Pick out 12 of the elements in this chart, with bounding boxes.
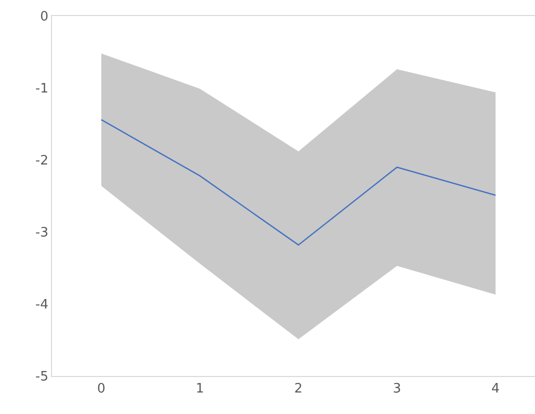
x-tick-label: 1 — [196, 382, 204, 397]
x-tick-label: 3 — [392, 382, 402, 397]
y-tick-label: -2 — [35, 154, 48, 169]
y-tick-label: -5 — [35, 370, 48, 385]
y-tick-label: -3 — [35, 226, 48, 241]
line-series — [100, 119, 496, 246]
y-tick-label: -1 — [35, 82, 48, 97]
y-tick-label: -4 — [35, 298, 48, 313]
x-tick-label: 0 — [97, 382, 106, 397]
x-tick-label: 2 — [294, 382, 303, 397]
y-tick-label: 0 — [40, 10, 48, 25]
x-tick-label: 4 — [491, 382, 500, 397]
